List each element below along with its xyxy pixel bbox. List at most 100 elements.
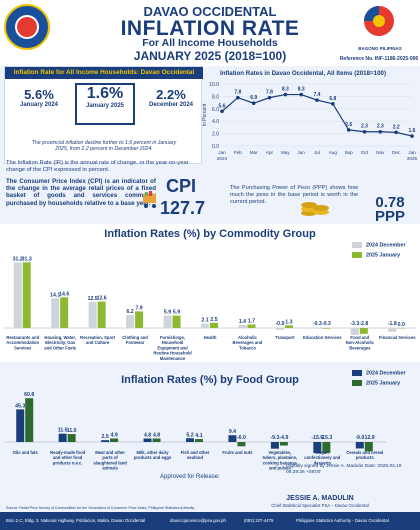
bar-value-label: 31.3 bbox=[22, 256, 32, 262]
data-point bbox=[394, 130, 398, 135]
x-tick-label: Nov bbox=[376, 150, 385, 155]
category-label: seafood bbox=[187, 455, 203, 460]
bar bbox=[359, 328, 368, 334]
bar-value-label: 14.6 bbox=[59, 291, 69, 297]
y-tick-label: 10.0 bbox=[209, 82, 219, 88]
bar bbox=[238, 325, 247, 328]
card-jan-2024: 5.6% January 2024 bbox=[13, 87, 65, 121]
category-label: Beverages and bbox=[233, 340, 263, 345]
card-dec-2024: 2.2% December 2024 bbox=[145, 87, 197, 121]
bar-value-label: -9.0 bbox=[355, 435, 364, 441]
card-value: 5.6% bbox=[24, 87, 54, 102]
data-label: 2.3 bbox=[361, 124, 368, 130]
category-label: Health bbox=[204, 335, 217, 340]
x-tick-label: Oct bbox=[361, 150, 369, 155]
bar-value-label: -3.3 bbox=[350, 321, 359, 327]
bar-value-label: 11.0 bbox=[67, 428, 77, 434]
category-label: Tobacco bbox=[239, 345, 256, 350]
data-point bbox=[283, 92, 288, 97]
category-label: Food and bbox=[350, 335, 369, 340]
footer-facebook[interactable]: Philippine Statistics Authority - Davao … bbox=[296, 518, 389, 523]
category-label: Cereals and cereal bbox=[346, 450, 383, 455]
data-point bbox=[362, 129, 367, 134]
bar-value-label: -15.5 bbox=[311, 435, 323, 441]
footer: Bolo 2.C, Bldg. 3, National Highway, Pob… bbox=[0, 512, 420, 530]
footer-email[interactable]: daovcciprovince@psa.gov.ph bbox=[170, 518, 226, 523]
cpi-value: 127.7 bbox=[160, 198, 206, 218]
bar bbox=[364, 442, 373, 452]
bar-value-label: 1.7 bbox=[248, 318, 255, 324]
category-label: and pulses bbox=[269, 466, 292, 471]
line-chart: 0.0 2.0 4.0 6.0 8.0 10.0 In Percent 5.6 7.8 6.9 7.… bbox=[202, 82, 418, 161]
bar bbox=[67, 434, 76, 442]
category-label: Services bbox=[14, 345, 32, 350]
bar bbox=[247, 324, 256, 328]
bar bbox=[279, 442, 288, 446]
data-point bbox=[378, 129, 383, 134]
reference-number: Reference No. INF-1186-2025-006 bbox=[339, 56, 419, 62]
commodity-bar-chart: 31.231.3 Restaurants andAccommodationServ… bbox=[4, 256, 416, 361]
inflation-summary-box: Inflation Rate for All Income Households… bbox=[4, 66, 203, 164]
psa-logo bbox=[4, 4, 50, 50]
bar bbox=[355, 442, 364, 449]
data-label: 7.8 bbox=[266, 90, 273, 96]
category-label: and Culture bbox=[86, 340, 110, 345]
bar-value-label: 31.2 bbox=[13, 256, 23, 262]
bar bbox=[135, 311, 144, 328]
data-point bbox=[299, 92, 303, 97]
x-tick-label: Feb bbox=[234, 150, 242, 155]
category-label: Meat and other bbox=[95, 450, 125, 455]
bar-value-label: 5.9 bbox=[164, 310, 171, 316]
bar-value-label: 6.2 bbox=[126, 309, 133, 315]
data-point bbox=[331, 102, 335, 106]
page-subtitle: For All Income Households bbox=[142, 37, 278, 49]
bar bbox=[275, 328, 284, 330]
bar-value-label: -0.3 bbox=[322, 321, 331, 327]
bar bbox=[228, 435, 237, 442]
data-label: 8.3 bbox=[282, 87, 289, 93]
category-label: Equipment and bbox=[157, 345, 188, 350]
category-label: Footwear bbox=[126, 340, 145, 345]
bar-value-label: 4.1 bbox=[195, 433, 202, 439]
bar-value-label: -4.9 bbox=[279, 435, 288, 441]
data-point bbox=[346, 128, 351, 132]
bar bbox=[270, 442, 279, 449]
data-point bbox=[267, 95, 272, 100]
bar bbox=[210, 322, 218, 328]
data-point bbox=[251, 101, 256, 106]
food-legend: 2024 December 2025 January bbox=[352, 370, 406, 387]
category-label: Housing, Water, bbox=[44, 335, 76, 340]
category-label: Financial Services bbox=[379, 335, 416, 340]
card-label: January 2024 bbox=[19, 102, 59, 108]
shopping-cart-icon bbox=[143, 191, 156, 208]
bar-value-label: 4.8 bbox=[153, 433, 160, 439]
bar bbox=[143, 438, 152, 442]
category-label: Fruits and nuts bbox=[222, 450, 253, 455]
category-label: and Other Fuels bbox=[44, 345, 77, 350]
cpi-description: The Consumer Price Index (CPI) is an ind… bbox=[6, 178, 156, 207]
category-label: Non-Alcoholic bbox=[346, 340, 375, 345]
category-label: products n.e.c. bbox=[53, 460, 83, 465]
bar-value-label: 0.0 bbox=[398, 322, 405, 328]
bar bbox=[51, 298, 60, 328]
bar bbox=[388, 328, 397, 332]
bar-value-label: 2.1 bbox=[201, 318, 208, 324]
line-chart-title: Inflation Rates in Davao Occidental, All… bbox=[220, 70, 387, 77]
bar-value-label: 60.8 bbox=[24, 392, 34, 398]
bar-value-label: 4.9 bbox=[111, 432, 118, 438]
category-label: Ready-made food bbox=[50, 450, 86, 455]
bar bbox=[101, 440, 110, 442]
data-point bbox=[220, 109, 224, 114]
y-tick-label: 6.0 bbox=[212, 107, 219, 113]
legend-item-dec: 2024 December bbox=[352, 242, 406, 248]
cpi-label: CPI bbox=[166, 176, 197, 196]
category-label: confectionery and bbox=[304, 455, 341, 460]
category-label: Alcoholic bbox=[238, 335, 258, 340]
bar bbox=[16, 409, 25, 442]
bar bbox=[60, 297, 69, 328]
bar bbox=[163, 315, 172, 328]
data-label: 7.8 bbox=[234, 90, 241, 96]
data-point bbox=[410, 134, 414, 138]
category-label: Milk, other dairy bbox=[136, 450, 169, 455]
legend-label: 2025 January bbox=[366, 380, 401, 387]
